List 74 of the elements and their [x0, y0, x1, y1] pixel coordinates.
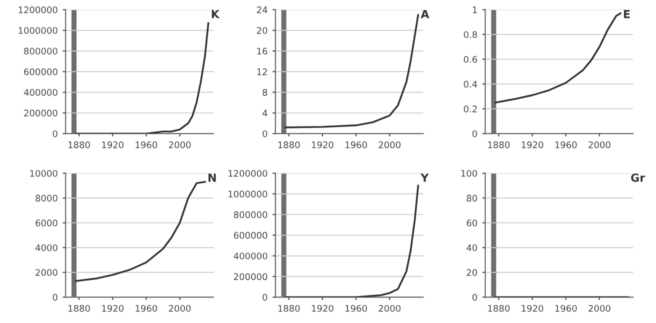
text: Gr [631, 173, 646, 182]
y-tick-label: 0 [472, 294, 478, 301]
y-tick-label: 0.4 [464, 80, 478, 88]
x-tick-label: 1880 [278, 141, 300, 148]
x-tick-label: 1880 [68, 304, 90, 312]
line-series [284, 14, 420, 128]
x-tick-label: 1960 [136, 304, 158, 312]
x-tick-label: 2000 [588, 141, 610, 148]
y-tick-label: 1 [472, 6, 477, 14]
x-tick-label: 2000 [168, 141, 191, 148]
y-tick-label: 100 [461, 170, 478, 177]
x-tick-label: 1960 [555, 141, 577, 148]
x-tick-label: 1960 [555, 304, 577, 312]
y-tick-label: 10000 [30, 170, 58, 177]
y-tick-label: 0 [262, 130, 268, 138]
y-tick-label: 0 [52, 294, 58, 301]
line-series [74, 22, 210, 134]
y-tick-label: 1000000 [228, 190, 268, 198]
x-tick-label: 1920 [312, 304, 334, 312]
y-tick-label: 400000 [24, 89, 58, 96]
x-tick-label: 2000 [378, 304, 401, 312]
x-tick-label: 1960 [136, 141, 158, 148]
y-tick-label: 1200000 [228, 170, 268, 177]
y-tick-label: 800000 [234, 211, 268, 218]
x-tick-label: 2000 [378, 141, 401, 148]
y-tick-label: 600000 [24, 68, 58, 76]
y-tick-label: 8 [262, 89, 268, 96]
x-tick-label: 1920 [522, 141, 544, 148]
x-tick-label: 1880 [488, 304, 510, 312]
x-tick-label: 1960 [346, 304, 367, 312]
x-tick-label: 2000 [588, 304, 610, 312]
x-tick-label: 1880 [68, 141, 90, 148]
y-tick-label: 600000 [234, 232, 268, 239]
y-tick-label: 0 [262, 294, 268, 301]
y-tick-label: 0.8 [464, 31, 478, 38]
x-tick-label: 1920 [522, 304, 544, 312]
y-tick-label: 6000 [36, 220, 58, 226]
y-tick-label: 400000 [234, 252, 268, 260]
y-tick-label: 60 [466, 220, 478, 226]
y-tick-label: 20 [466, 269, 478, 276]
y-tick-label: 1200000 [18, 6, 58, 14]
line-series [74, 181, 206, 282]
y-tick-label: 8000 [36, 194, 58, 202]
x-tick-label: 1960 [346, 141, 367, 148]
series-label: A [420, 10, 430, 18]
y-tick-label: 800000 [24, 48, 58, 55]
x-tick-label: 1880 [488, 141, 510, 148]
x-tick-label: 1920 [102, 304, 124, 312]
x-tick-label: 2000 [168, 304, 191, 312]
y-tick-label: 12 [257, 68, 267, 76]
x-tick-label: 1880 [278, 304, 300, 312]
y-tick-label: 4 [262, 110, 268, 116]
x-tick-label: 1920 [102, 141, 124, 148]
y-tick-label: 0 [472, 130, 478, 138]
y-tick-label: 200000 [24, 110, 58, 117]
y-tick-label: 80 [466, 194, 478, 202]
y-tick-label: 16 [257, 48, 268, 55]
y-tick-label: 20 [256, 27, 268, 34]
y-tick-label: 0 [52, 130, 58, 138]
y-tick-label: 0.6 [464, 56, 478, 63]
series-label: E [624, 10, 630, 18]
y-tick-label: 200000 [234, 273, 268, 280]
series-label: N [208, 174, 216, 182]
series-label: Y [420, 174, 429, 182]
series-label: K [212, 10, 220, 18]
x-tick-label: 1920 [312, 141, 334, 148]
y-tick-label: 24 [256, 6, 268, 14]
y-tick-label: 40 [466, 244, 478, 252]
y-tick-label: 2000 [36, 269, 58, 276]
y-tick-label: 1000000 [18, 27, 58, 34]
line-series [494, 12, 622, 104]
line-series [284, 184, 420, 298]
y-tick-label: 0.2 [464, 106, 477, 112]
y-tick-label: 4000 [35, 244, 58, 252]
